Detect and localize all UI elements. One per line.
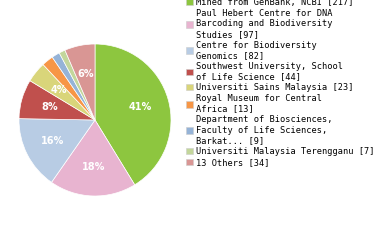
- Wedge shape: [43, 57, 95, 120]
- Wedge shape: [19, 119, 95, 182]
- Text: 6%: 6%: [77, 69, 94, 79]
- Wedge shape: [59, 50, 95, 120]
- Text: 18%: 18%: [82, 162, 105, 172]
- Wedge shape: [65, 44, 95, 120]
- Text: 4%: 4%: [50, 85, 66, 95]
- Text: 16%: 16%: [41, 136, 65, 146]
- Legend: Mined from GenBank, NCBI [217], Paul Hebert Centre for DNA
Barcoding and Biodive: Mined from GenBank, NCBI [217], Paul Heb…: [185, 0, 375, 168]
- Text: 8%: 8%: [41, 102, 58, 112]
- Wedge shape: [52, 120, 135, 196]
- Wedge shape: [30, 65, 95, 120]
- Wedge shape: [52, 53, 95, 120]
- Text: 41%: 41%: [129, 102, 152, 112]
- Wedge shape: [19, 81, 95, 120]
- Wedge shape: [95, 44, 171, 185]
